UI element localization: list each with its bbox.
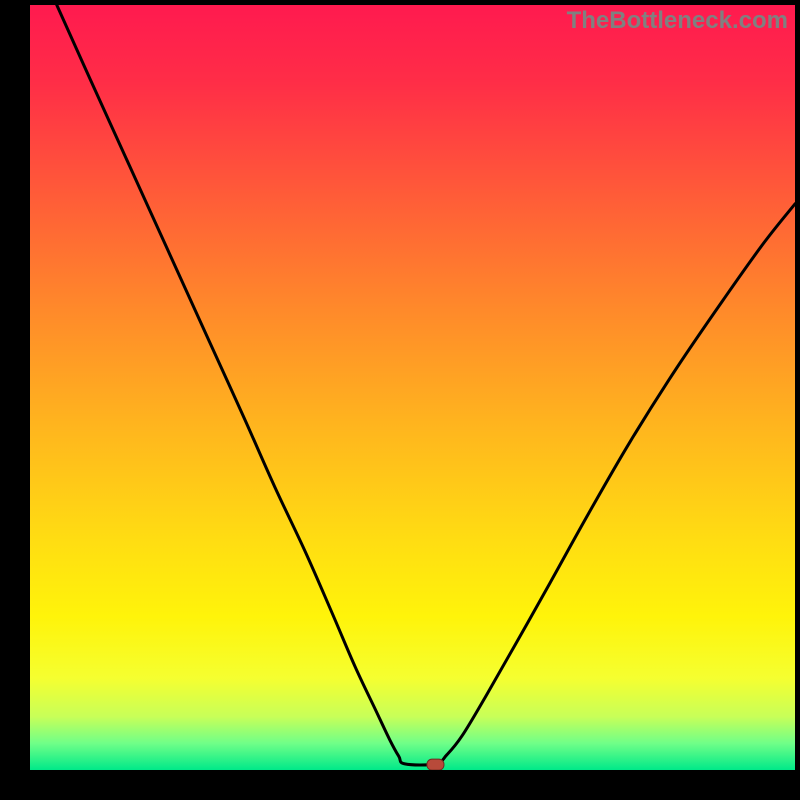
frame-bottom	[0, 770, 800, 800]
bottleneck-marker	[427, 759, 444, 770]
bottleneck-curve	[57, 5, 795, 765]
watermark-text: TheBottleneck.com	[567, 7, 788, 35]
frame-right	[795, 0, 800, 800]
chart-svg	[30, 5, 795, 770]
plot-area	[30, 5, 795, 770]
frame-left	[0, 0, 30, 800]
